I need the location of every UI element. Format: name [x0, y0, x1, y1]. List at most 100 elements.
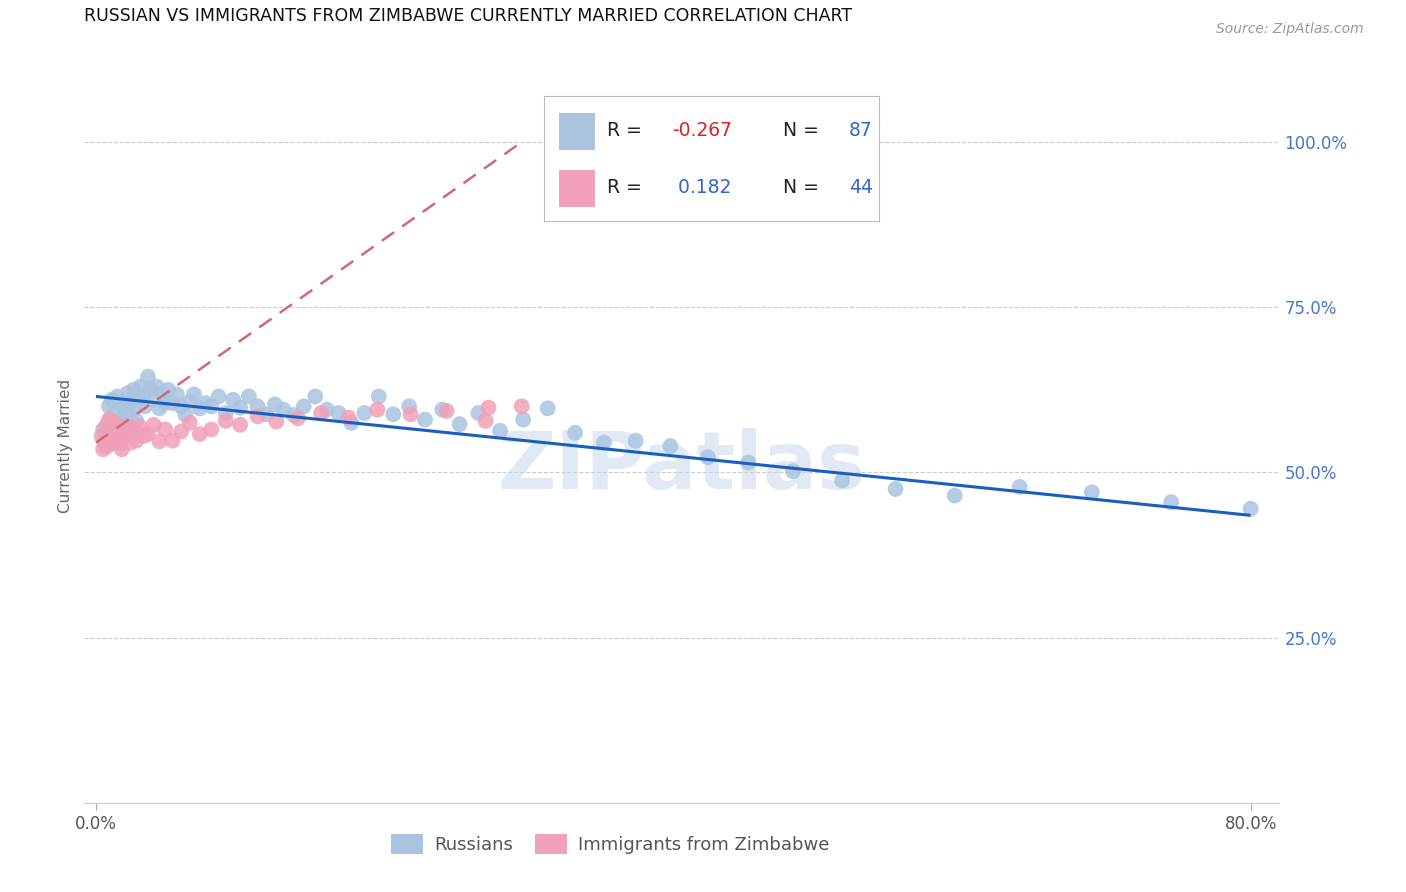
Point: [398, 400, 420, 414]
Point: [94, 419, 117, 434]
Point: [101, 435, 124, 450]
Point: [125, 414, 148, 428]
Point: [200, 400, 222, 414]
Point: [111, 410, 134, 425]
Point: [90, 429, 112, 443]
Point: [328, 406, 350, 420]
Point: [474, 414, 496, 428]
Point: [1008, 480, 1031, 494]
Point: [413, 412, 436, 426]
Point: [153, 422, 176, 436]
Point: [315, 402, 337, 417]
Point: [98, 429, 121, 443]
Text: N =: N =: [783, 121, 825, 140]
Point: [91, 442, 114, 457]
Point: [96, 419, 118, 434]
FancyBboxPatch shape: [558, 169, 595, 207]
Point: [108, 425, 131, 440]
Point: [104, 416, 127, 430]
Point: [304, 389, 326, 403]
Point: [148, 434, 170, 449]
Point: [136, 369, 159, 384]
Point: [188, 401, 211, 416]
Point: [142, 417, 165, 432]
Point: [107, 435, 129, 450]
Point: [340, 416, 363, 430]
Point: [215, 414, 238, 428]
Point: [97, 400, 120, 414]
Point: [128, 392, 150, 406]
Point: [593, 435, 616, 450]
Point: [366, 402, 388, 417]
Text: R =: R =: [606, 121, 648, 140]
Point: [183, 387, 205, 401]
Point: [188, 427, 211, 442]
Point: [436, 404, 458, 418]
Point: [179, 416, 201, 430]
Point: [222, 392, 245, 407]
Point: [200, 422, 222, 436]
Point: [246, 409, 269, 424]
Point: [114, 417, 136, 432]
Point: [118, 407, 141, 421]
Point: [624, 434, 647, 448]
Point: [162, 434, 184, 448]
Point: [97, 412, 120, 426]
Point: [477, 401, 499, 415]
Point: [128, 419, 150, 434]
Point: [98, 412, 121, 426]
Point: [162, 396, 184, 410]
Point: [157, 383, 180, 397]
Text: -0.267: -0.267: [672, 121, 733, 140]
Point: [104, 406, 127, 420]
Point: [194, 396, 217, 410]
Point: [150, 386, 173, 401]
Point: [105, 434, 128, 448]
FancyBboxPatch shape: [558, 112, 595, 150]
Text: N =: N =: [783, 178, 825, 197]
Point: [114, 429, 136, 443]
Point: [238, 389, 260, 403]
Point: [148, 401, 170, 416]
Point: [179, 394, 201, 409]
Point: [122, 383, 145, 397]
Point: [489, 424, 512, 438]
Point: [134, 400, 156, 414]
Point: [120, 435, 142, 450]
Point: [114, 429, 136, 443]
Point: [129, 379, 152, 393]
Text: 44: 44: [849, 178, 873, 197]
Point: [782, 464, 804, 478]
Point: [145, 379, 167, 393]
Point: [122, 424, 145, 438]
Point: [264, 397, 287, 411]
Point: [170, 425, 193, 439]
Text: 87: 87: [849, 121, 873, 140]
Point: [91, 422, 114, 436]
Point: [110, 433, 132, 447]
Point: [132, 389, 155, 403]
Point: [142, 392, 165, 407]
Point: [564, 425, 586, 440]
Point: [292, 400, 315, 414]
Point: [273, 402, 295, 417]
Text: 0.182: 0.182: [672, 178, 731, 197]
Point: [659, 439, 682, 453]
Legend: Russians, Immigrants from Zimbabwe: Russians, Immigrants from Zimbabwe: [384, 827, 837, 862]
Point: [353, 406, 375, 420]
Point: [337, 410, 360, 425]
Point: [107, 389, 129, 403]
Point: [1160, 495, 1182, 509]
Point: [382, 407, 405, 421]
Point: [432, 402, 454, 417]
Text: ZIPatlas: ZIPatlas: [498, 428, 866, 507]
Point: [111, 442, 134, 457]
Point: [831, 474, 853, 488]
Point: [884, 482, 907, 496]
Point: [510, 400, 533, 414]
Point: [115, 400, 138, 414]
Point: [537, 401, 560, 416]
Point: [136, 427, 159, 442]
Text: RUSSIAN VS IMMIGRANTS FROM ZIMBABWE CURRENTLY MARRIED CORRELATION CHART: RUSSIAN VS IMMIGRANTS FROM ZIMBABWE CURR…: [84, 7, 852, 25]
Point: [112, 401, 135, 416]
